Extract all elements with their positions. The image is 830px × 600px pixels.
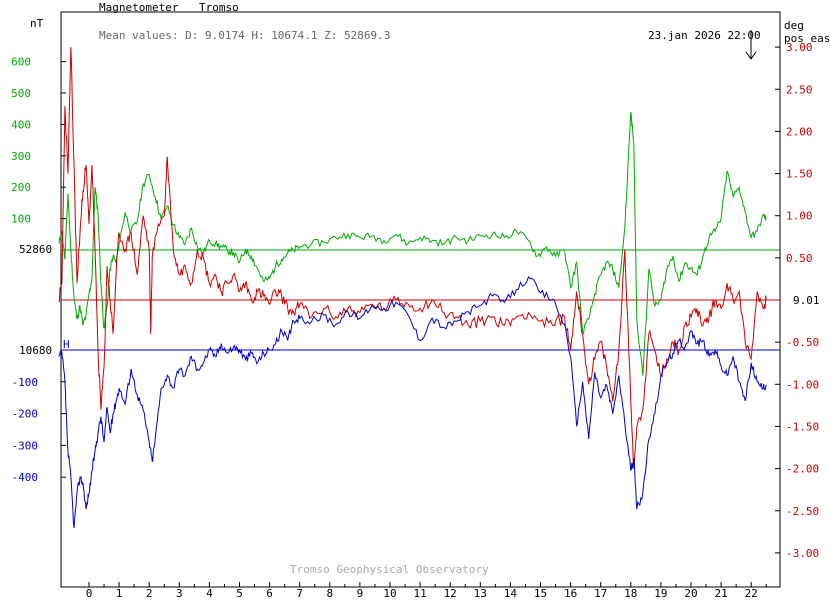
right-tick-label-d: 1.50 (786, 168, 813, 181)
right-tick-label-d: -2.50 (786, 505, 819, 518)
x-tick-label: 6 (266, 587, 273, 600)
x-tick-label: 13 (474, 587, 487, 600)
x-tick-label: 8 (326, 587, 333, 600)
right-tick-label-d: 1.00 (786, 210, 813, 223)
left-tick-label-z: 200 (11, 181, 31, 194)
x-tick-label: 19 (654, 587, 667, 600)
ticks-layer: 0 1 2 3 4 5 6 7 8 9 10 11 12 13 14 15 16 17 18 19 20 21 226005… (11, 41, 819, 600)
right-tick-label-d: -1.50 (786, 420, 819, 433)
right-tick-label-d: -1.00 (786, 378, 819, 391)
x-tick-label: 11 (413, 587, 426, 600)
footer-label: Tromso Geophysical Observatory (290, 563, 489, 576)
x-tick-label: 20 (684, 587, 697, 600)
x-tick-label: 17 (594, 587, 607, 600)
x-tick-label: 1 (116, 587, 123, 600)
x-tick-label: 18 (624, 587, 637, 600)
station-label: Tromso (199, 1, 239, 14)
timestamp-label: 23.jan 2026 22:00 (648, 29, 761, 42)
left-tick-label-h: -400 (12, 471, 39, 484)
right-tick-label-d: 2.00 (786, 125, 813, 138)
x-tick-label: 9 (357, 587, 364, 600)
left-tick-label-h: -200 (12, 408, 39, 421)
x-tick-label: 4 (206, 587, 213, 600)
z-series-line (58, 111, 767, 376)
x-tick-label: 21 (714, 587, 727, 600)
time-arrow-icon (745, 30, 757, 60)
d-series-line (58, 47, 767, 469)
right-tick-label-d: 2.50 (786, 83, 813, 96)
right-tick-label-d: 0.50 (786, 252, 813, 265)
x-tick-label: 5 (236, 587, 243, 600)
instrument-label: Magnetometer (99, 1, 179, 14)
x-tick-label: 15 (534, 587, 547, 600)
left-tick-label-z: 600 (11, 56, 31, 69)
z-baseline-label: 52860 (19, 243, 52, 256)
left-tick-label-z: 300 (11, 150, 31, 163)
x-tick-label: 0 (86, 587, 93, 600)
left-tick-label-z: 100 (11, 213, 31, 226)
left-tick-label-z: 500 (11, 87, 31, 100)
h-marker-label: H (63, 338, 70, 351)
mean-values-label: Mean values: D: 9.0174 H: 10674.1 Z: 528… (99, 29, 390, 42)
x-tick-label: 2 (146, 587, 153, 600)
h-baseline-label: 10680 (19, 344, 52, 357)
right-unit-label-1: deg (784, 19, 804, 32)
x-tick-label: 10 (383, 587, 396, 600)
x-tick-label: 14 (504, 587, 518, 600)
right-unit-label-2: pos east (784, 32, 830, 45)
baseline-layer (61, 249, 780, 351)
x-tick-label: 16 (564, 587, 577, 600)
right-tick-label-d: -0.50 (786, 336, 819, 349)
left-tick-label-h: -100 (12, 376, 39, 389)
right-tick-label-d: -2.00 (786, 463, 819, 476)
left-unit-label: nT (30, 17, 44, 30)
d-baseline-label: 9.01 (793, 294, 820, 307)
x-tick-label: 7 (296, 587, 303, 600)
x-tick-label: 12 (444, 587, 457, 600)
series-layer (58, 47, 767, 529)
h-series-line (58, 276, 767, 529)
x-tick-label: 3 (176, 587, 183, 600)
left-tick-label-h: -300 (12, 439, 39, 452)
right-tick-label-d: 3.00 (786, 41, 813, 54)
right-tick-label-d: -3.00 (786, 547, 819, 560)
x-tick-label: 22 (745, 587, 758, 600)
left-tick-label-z: 400 (11, 118, 31, 131)
